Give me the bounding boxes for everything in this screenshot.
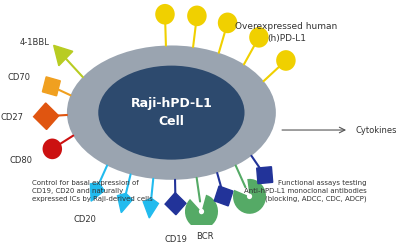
Text: Raji-hPD-L1
Cell: Raji-hPD-L1 Cell [130,97,212,128]
Ellipse shape [249,27,269,48]
Polygon shape [185,195,218,229]
Text: CD19: CD19 [165,235,188,243]
Ellipse shape [42,139,62,159]
Ellipse shape [276,50,296,71]
Text: CD20: CD20 [73,216,96,225]
Polygon shape [257,167,273,184]
Polygon shape [90,183,104,201]
Ellipse shape [155,4,175,25]
Ellipse shape [218,13,237,33]
Polygon shape [34,103,59,130]
Polygon shape [233,179,266,214]
Text: Cytokines: Cytokines [356,126,397,135]
Polygon shape [214,186,233,206]
Ellipse shape [67,45,276,180]
Text: Overexpressed human
(h)PD-L1: Overexpressed human (h)PD-L1 [235,22,338,43]
Text: BCR: BCR [196,233,213,242]
Polygon shape [42,77,60,96]
Polygon shape [118,193,132,213]
Text: CD80: CD80 [10,156,33,165]
Ellipse shape [98,66,244,160]
Text: 4-1BBL: 4-1BBL [20,38,50,47]
Polygon shape [143,198,158,218]
Text: Functional assays testing
Anti-hPD-L1 monoclonal antibodies
(blocking, ADCC, CDC: Functional assays testing Anti-hPD-L1 mo… [244,180,366,202]
Ellipse shape [187,6,207,26]
Text: CD27: CD27 [0,113,24,122]
Polygon shape [165,193,186,215]
Text: Control for basal expression of
CD19, CD20 and naturally
expressed ICs by Raji-d: Control for basal expression of CD19, CD… [32,180,153,202]
Polygon shape [54,45,73,66]
Text: CD70: CD70 [8,73,30,82]
